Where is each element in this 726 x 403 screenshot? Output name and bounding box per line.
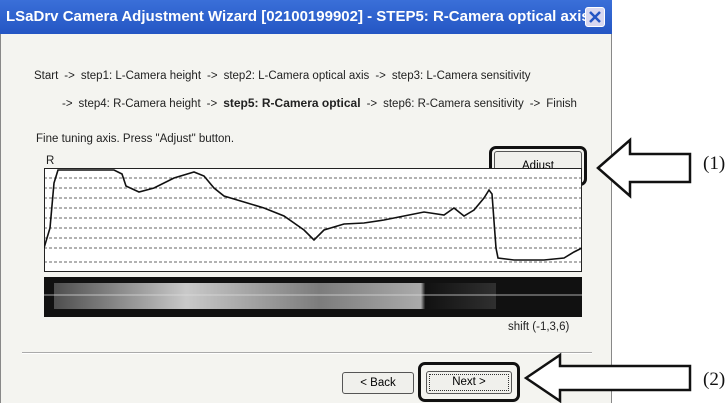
separator — [22, 352, 592, 354]
arrow-2 — [520, 352, 694, 403]
close-button[interactable] — [585, 7, 605, 27]
step: Finish — [546, 98, 577, 110]
step: step4: R-Camera height — [79, 98, 201, 110]
title-bar: LSaDrv Camera Adjustment Wizard [0210019… — [0, 0, 612, 34]
step-separator: -> — [64, 70, 75, 82]
camera-image-strip — [44, 277, 582, 317]
waveform-graph — [44, 168, 582, 272]
back-button[interactable]: < Back — [342, 372, 414, 394]
graph-label: R — [46, 155, 54, 167]
next-button[interactable]: Next > — [426, 371, 512, 394]
step: step3: L-Camera sensitivity — [392, 70, 531, 82]
step-separator: -> — [367, 98, 378, 110]
step-separator: -> — [207, 70, 218, 82]
step: step5: R-Camera optical — [223, 96, 360, 110]
close-icon — [586, 8, 604, 26]
step-separator: -> — [207, 98, 218, 110]
step: step2: L-Camera optical axis — [224, 70, 370, 82]
steps-line-1: Start -> step1: L-Camera height -> step2: L-… — [34, 70, 537, 82]
step-separator: -> — [375, 70, 386, 82]
callout-2: (2) — [703, 369, 725, 391]
step-separator: -> — [62, 98, 73, 110]
steps-line-2: -> step4: R-Camera height -> step5: R-Camer… — [62, 96, 583, 110]
instruction: Fine tuning axis. Press "Adjust" button. — [36, 133, 234, 145]
step: step6: R-Camera sensitivity — [383, 98, 524, 110]
page: {"window": {"title": "LSaDrv Camera Adju… — [0, 0, 726, 403]
step: step1: L-Camera height — [81, 70, 201, 82]
callout-1: (1) — [703, 153, 725, 175]
step-separator: -> — [530, 98, 541, 110]
window-title: LSaDrv Camera Adjustment Wizard [0210019… — [6, 8, 590, 25]
shift-label: shift (-1,3,6) — [508, 321, 569, 333]
arrow-1 — [590, 136, 694, 200]
step: Start — [34, 70, 58, 82]
